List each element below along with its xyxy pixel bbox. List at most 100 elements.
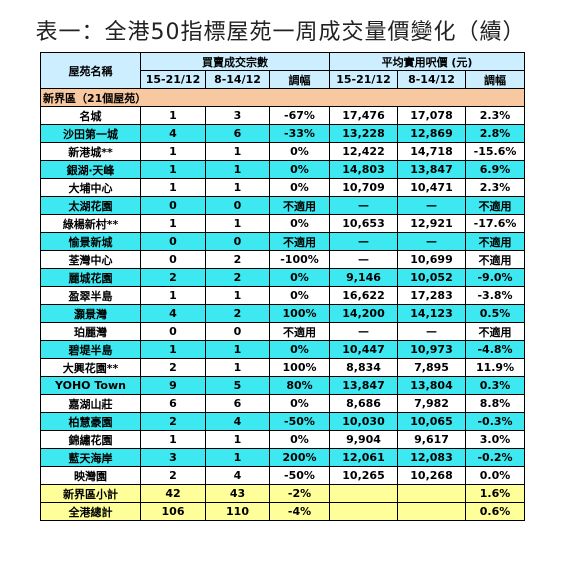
header-price: 平均實用呎價 (元) bbox=[329, 52, 526, 71]
table-row: 太湖花園 0 0 不適用 — — 不適用 bbox=[40, 196, 526, 215]
price-period2 bbox=[397, 484, 467, 503]
region-row: 新界區（21個屋苑） bbox=[39, 88, 526, 107]
price-period1: 12,061 bbox=[329, 448, 399, 467]
table-row: 綠楊新村** 1 1 0% 10,653 12,921 -17.6% bbox=[40, 214, 526, 233]
table-row: 盈翠半島 1 1 0% 16,622 17,283 -3.8% bbox=[40, 286, 526, 305]
table-row: 沙田第一城 4 6 -33% 13,228 12,869 2.8% bbox=[40, 124, 526, 143]
price-change: -3.8% bbox=[465, 286, 526, 305]
table-row: 愉景新城 0 0 不適用 — — 不適用 bbox=[40, 232, 526, 251]
price-period1: 10,709 bbox=[329, 178, 399, 197]
price-period2: 10,973 bbox=[397, 340, 467, 359]
volume-change: -50% bbox=[268, 412, 331, 431]
volume-change: 0% bbox=[268, 268, 331, 287]
volume-period2: 1 bbox=[205, 178, 270, 197]
price-change: 0.5% bbox=[465, 304, 526, 323]
volume-change: -67% bbox=[268, 106, 331, 125]
volume-change: 不適用 bbox=[268, 322, 331, 341]
price-period2: 13,804 bbox=[397, 376, 467, 395]
estate-name: 柏慧豪園 bbox=[40, 412, 141, 431]
price-period2: 10,268 bbox=[397, 466, 467, 485]
estate-name: 珀麗灣 bbox=[40, 322, 141, 341]
volume-period2: 1 bbox=[205, 286, 270, 305]
estate-name: 全港總計 bbox=[40, 502, 141, 521]
price-period1: 10,653 bbox=[329, 214, 399, 233]
price-change: -9.0% bbox=[465, 268, 526, 287]
volume-period1: 9 bbox=[140, 376, 206, 395]
estate-name: 新港城** bbox=[40, 142, 141, 161]
volume-change: 0% bbox=[268, 178, 331, 197]
volume-change: 100% bbox=[268, 358, 331, 377]
price-period2: 10,052 bbox=[397, 268, 467, 287]
price-period1: — bbox=[329, 196, 399, 215]
volume-period1: 106 bbox=[140, 502, 206, 521]
volume-period2: 1 bbox=[205, 358, 270, 377]
volume-period1: 4 bbox=[140, 124, 206, 143]
price-change: 1.6% bbox=[465, 484, 526, 503]
volume-period2: 6 bbox=[205, 394, 270, 413]
estate-name: 藍天海岸 bbox=[40, 448, 141, 467]
price-period2: 12,921 bbox=[397, 214, 467, 233]
price-period2: 10,065 bbox=[397, 412, 467, 431]
price-period1: 9,146 bbox=[329, 268, 399, 287]
estate-name: 大興花園** bbox=[40, 358, 141, 377]
header-row-2: 15-21/12 8-14/12 調幅 15-21/12 8-14/12 調幅 bbox=[41, 70, 526, 89]
volume-period2: 3 bbox=[205, 106, 270, 125]
volume-change: -2% bbox=[268, 484, 331, 503]
volume-period2: 43 bbox=[205, 484, 270, 503]
price-change: 2.3% bbox=[465, 178, 526, 197]
volume-change: 0% bbox=[268, 142, 331, 161]
price-volume-table: 屋苑名稱 買賣成交宗數 平均實用呎價 (元) 15-21/12 8-14/12 … bbox=[39, 52, 526, 521]
volume-period2: 2 bbox=[205, 250, 270, 269]
price-change: 0.6% bbox=[465, 502, 526, 521]
estate-name: 麗城花園 bbox=[40, 268, 141, 287]
table-row: 麗城花園 2 2 0% 9,146 10,052 -9.0% bbox=[40, 268, 526, 287]
price-period2: — bbox=[397, 232, 467, 251]
table-row: YOHO Town 9 5 80% 13,847 13,804 0.3% bbox=[40, 376, 526, 395]
subtotal-row: 新界區小計 42 43 -2% 1.6% bbox=[40, 484, 526, 503]
price-change: -4.8% bbox=[465, 340, 526, 359]
volume-change: 200% bbox=[268, 448, 331, 467]
price-change: -0.2% bbox=[465, 448, 526, 467]
volume-period2: 1 bbox=[205, 430, 270, 449]
estate-name: 錦繡花園 bbox=[40, 430, 141, 449]
table-row: 珀麗灣 0 0 不適用 — — 不適用 bbox=[40, 322, 526, 341]
volume-period2: 2 bbox=[205, 268, 270, 287]
table-row: 大埔中心 1 1 0% 10,709 10,471 2.3% bbox=[40, 178, 526, 197]
price-period1: 14,200 bbox=[329, 304, 399, 323]
price-period2: — bbox=[397, 196, 467, 215]
price-period2 bbox=[397, 502, 467, 521]
price-change: 0.3% bbox=[465, 376, 526, 395]
volume-period1: 2 bbox=[140, 268, 206, 287]
price-change: 2.3% bbox=[465, 106, 526, 125]
volume-period2: 4 bbox=[205, 412, 270, 431]
price-period2: 7,982 bbox=[397, 394, 467, 413]
price-period2: 14,123 bbox=[397, 304, 467, 323]
estate-name: 盈翠半島 bbox=[40, 286, 141, 305]
estate-name: YOHO Town bbox=[40, 376, 141, 395]
estate-name: 愉景新城 bbox=[40, 232, 141, 251]
price-change: 0.0% bbox=[465, 466, 526, 485]
price-change: 不適用 bbox=[465, 232, 526, 251]
volume-change: -50% bbox=[268, 466, 331, 485]
volume-period1: 1 bbox=[140, 178, 206, 197]
header-price-change: 調幅 bbox=[465, 70, 526, 89]
estate-name: 荃灣中心 bbox=[40, 250, 141, 269]
price-period1 bbox=[329, 484, 399, 503]
price-period2: 12,869 bbox=[397, 124, 467, 143]
volume-change: 0% bbox=[268, 160, 331, 179]
price-period1: 17,476 bbox=[329, 106, 399, 125]
table-row: 灝景灣 4 2 100% 14,200 14,123 0.5% bbox=[40, 304, 526, 323]
volume-period1: 1 bbox=[140, 340, 206, 359]
volume-period2: 6 bbox=[205, 124, 270, 143]
estate-name: 太湖花園 bbox=[40, 196, 141, 215]
volume-change: 0% bbox=[268, 430, 331, 449]
volume-period1: 1 bbox=[140, 430, 206, 449]
estate-name: 灝景灣 bbox=[40, 304, 141, 323]
volume-period1: 0 bbox=[140, 232, 206, 251]
table-row: 映灣園 2 4 -50% 10,265 10,268 0.0% bbox=[40, 466, 526, 485]
estate-name: 嘉湖山莊 bbox=[40, 394, 141, 413]
price-period2: 17,078 bbox=[397, 106, 467, 125]
price-period1: 14,803 bbox=[329, 160, 399, 179]
table-row: 藍天海岸 3 1 200% 12,061 12,083 -0.2% bbox=[40, 448, 526, 467]
volume-period1: 6 bbox=[140, 394, 206, 413]
